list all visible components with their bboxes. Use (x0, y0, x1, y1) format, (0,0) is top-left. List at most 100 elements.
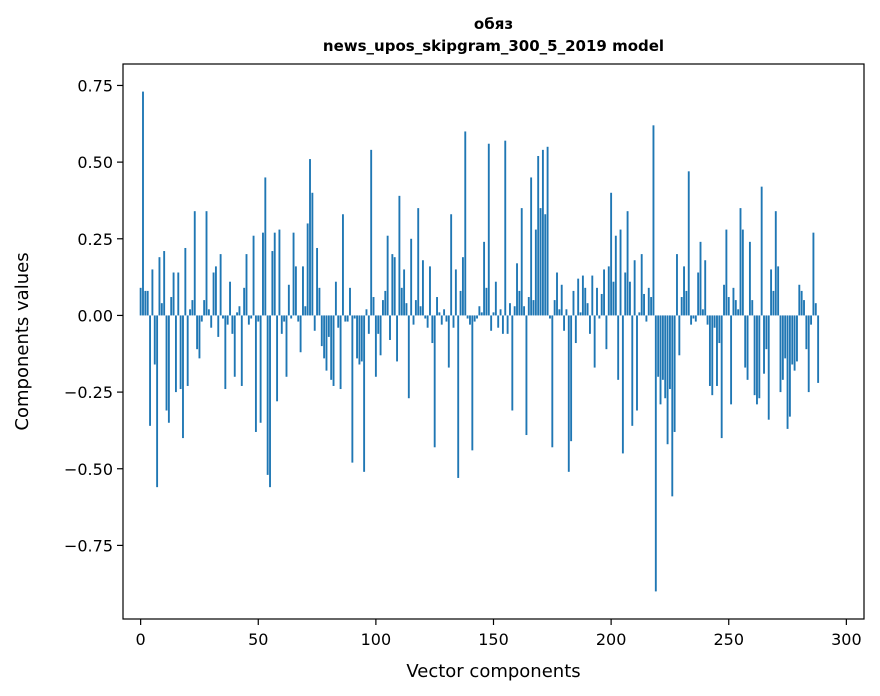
bar (527, 297, 530, 316)
y-tick-label: −0.25 (64, 383, 113, 402)
bar (337, 315, 340, 328)
bar (694, 315, 697, 322)
bar (661, 315, 664, 380)
bar (170, 297, 173, 316)
bar (513, 306, 516, 316)
bar (389, 315, 391, 340)
bar (179, 315, 182, 390)
bar (638, 312, 641, 316)
bar (421, 260, 424, 316)
bar (198, 315, 201, 359)
bar (499, 309, 502, 316)
bar (346, 315, 349, 322)
x-tick-label: 300 (831, 630, 862, 649)
bar (309, 159, 311, 316)
bar (603, 269, 605, 316)
bar (574, 315, 577, 344)
bar (494, 281, 497, 316)
bar (673, 315, 676, 432)
bar (163, 251, 166, 316)
bar (353, 315, 356, 319)
bar (429, 266, 431, 316)
bar (396, 315, 398, 362)
x-tick-label: 50 (248, 630, 268, 649)
bar (551, 315, 554, 448)
bar (687, 171, 690, 316)
bar (516, 263, 518, 316)
bar (365, 309, 368, 316)
bar (471, 315, 474, 451)
bar (659, 315, 662, 405)
bar (598, 315, 601, 319)
bar (193, 211, 196, 316)
bar (565, 309, 568, 316)
bar (447, 315, 450, 368)
bar (457, 315, 460, 478)
bar (184, 247, 187, 316)
bar (445, 315, 448, 322)
bar (285, 315, 288, 377)
bar (758, 315, 761, 399)
bar (487, 143, 490, 316)
bar (407, 315, 410, 399)
bar (349, 287, 351, 316)
bar (544, 214, 547, 316)
bar (382, 300, 384, 316)
bar (240, 315, 243, 386)
bar (156, 315, 159, 488)
bar (276, 315, 279, 402)
bar (739, 208, 742, 316)
bar (720, 315, 723, 439)
bar (403, 269, 406, 316)
bar (236, 312, 239, 316)
bars-group (139, 91, 820, 592)
bar (452, 315, 455, 328)
bar (788, 315, 791, 417)
bar (584, 287, 587, 316)
bar (384, 290, 387, 316)
bar (238, 306, 241, 316)
bar (149, 315, 151, 426)
bar (520, 208, 523, 316)
bar (704, 260, 707, 316)
bar (553, 300, 556, 316)
bar (784, 315, 787, 359)
bar (800, 290, 803, 316)
bar (339, 315, 342, 390)
bar (443, 309, 446, 316)
bar (356, 315, 358, 359)
bar (680, 297, 683, 316)
bar (469, 315, 471, 325)
bar (320, 315, 323, 347)
bar (796, 315, 798, 362)
bar (342, 214, 344, 316)
bar (614, 235, 617, 316)
bar (245, 254, 248, 316)
bar (318, 287, 321, 316)
bar (191, 300, 194, 316)
bar (327, 315, 330, 337)
x-tick-label: 250 (713, 630, 744, 649)
y-tick-label: 0.75 (77, 76, 113, 95)
bar (793, 315, 796, 371)
bar (509, 303, 511, 316)
bar (716, 315, 718, 386)
bar (652, 125, 655, 316)
bar (461, 257, 464, 316)
bar (647, 287, 650, 316)
bar (781, 315, 784, 380)
bar (798, 284, 801, 316)
bar (678, 315, 681, 356)
bar (226, 315, 229, 325)
bar (283, 315, 286, 322)
bar (812, 232, 815, 316)
bar (549, 315, 551, 319)
bar (205, 211, 208, 316)
bar (189, 309, 191, 316)
bar (360, 315, 363, 362)
bar (424, 315, 427, 319)
bar (490, 315, 493, 331)
bar (207, 309, 210, 316)
bar (589, 315, 591, 334)
bar (744, 315, 747, 368)
